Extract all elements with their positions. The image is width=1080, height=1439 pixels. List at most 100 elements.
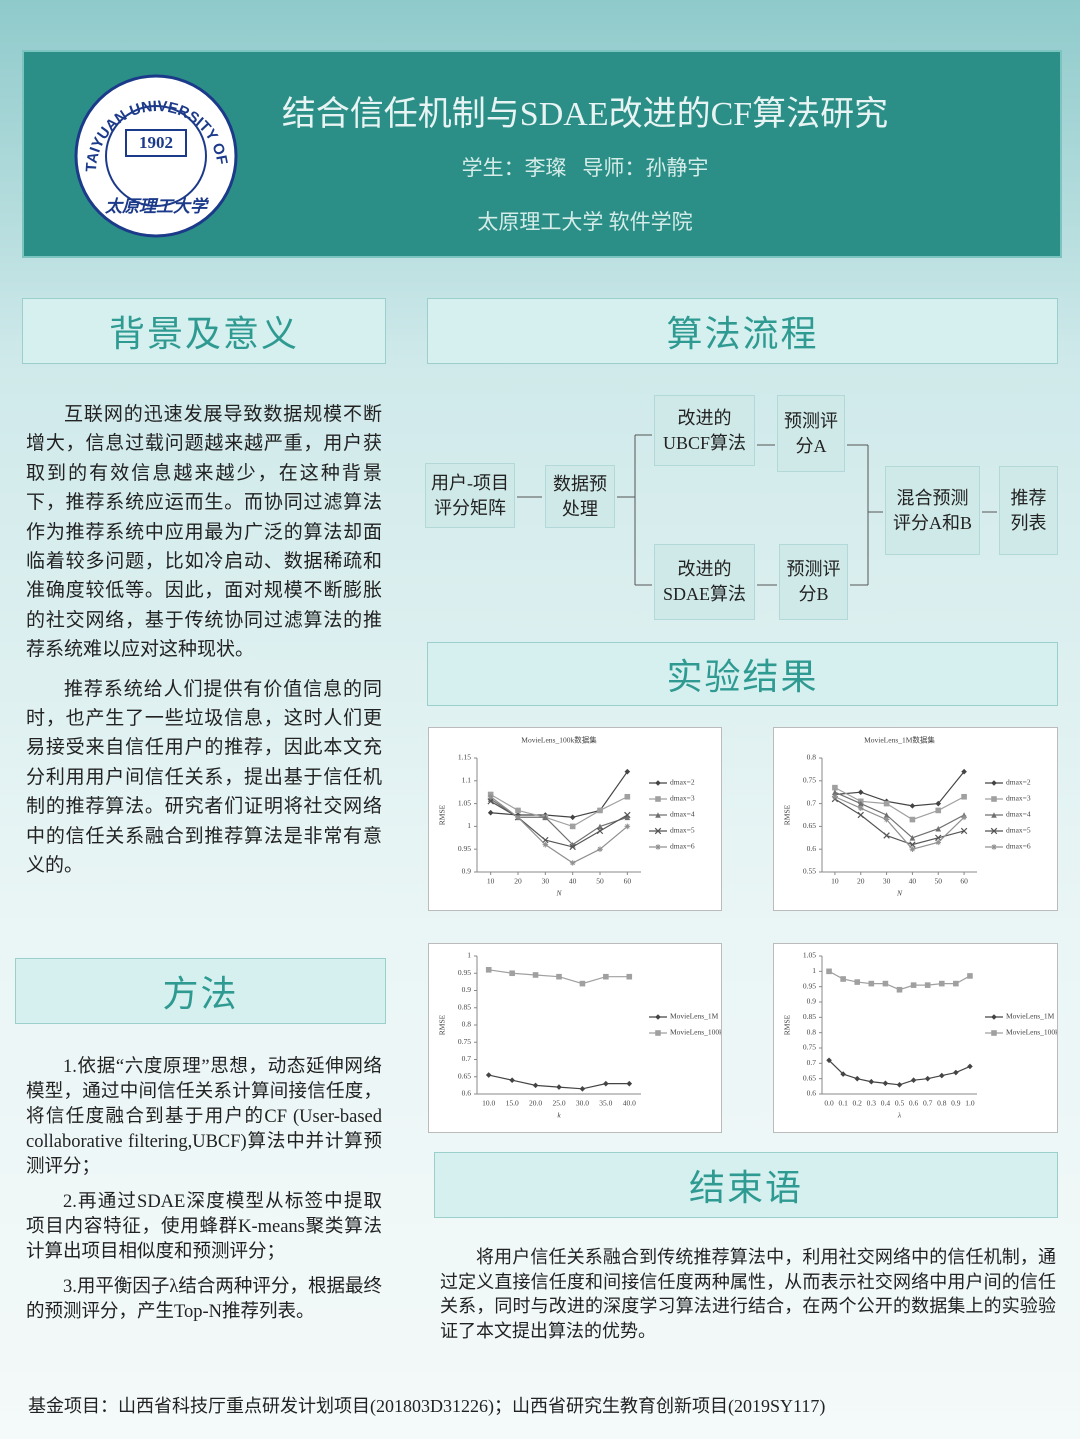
legend-label: dmax=2: [670, 778, 695, 787]
x-tick-label: 50: [935, 877, 943, 886]
affiliation: 太原理工大学 软件学院: [477, 210, 693, 234]
marker: [883, 800, 890, 807]
y-tick-label: 1: [467, 951, 471, 960]
y-tick-label: 0.75: [803, 776, 816, 785]
y-tick-label: 1.05: [803, 951, 816, 960]
legend-label: dmax=4: [670, 810, 695, 819]
method-item: 3.用平衡因子λ结合两种评分，根据最终的预测评分，产生Top-N推荐列表。: [26, 1277, 382, 1322]
marker: [935, 807, 942, 814]
marker: [938, 1072, 945, 1079]
y-tick-label: 0.8: [807, 1027, 817, 1036]
marker: [596, 827, 604, 835]
marker: [857, 811, 864, 819]
marker: [597, 846, 603, 852]
marker: [910, 1077, 917, 1083]
marker: [854, 1075, 861, 1082]
series-line: [490, 796, 628, 864]
section-heading: 背景及意义: [22, 298, 386, 364]
y-tick-label: 0.7: [807, 798, 817, 807]
y-tick-label: 0.6: [462, 1089, 472, 1098]
marker: [569, 860, 576, 866]
marker: [532, 972, 539, 978]
y-tick-label: 1.1: [462, 776, 472, 785]
y-axis-label: RMSE: [438, 1014, 447, 1035]
marker: [515, 814, 521, 821]
marker: [953, 1069, 959, 1076]
marker: [991, 1030, 997, 1036]
x-axis-label: N: [896, 889, 903, 898]
marker: [556, 1084, 562, 1090]
x-tick-label: 0.6: [909, 1099, 919, 1108]
marker: [624, 793, 631, 800]
legend-label: dmax=3: [670, 794, 695, 803]
section-heading: 结束语: [434, 1152, 1058, 1218]
x-tick-label: 35.0: [599, 1099, 612, 1108]
marker: [509, 1077, 515, 1083]
marker: [961, 768, 967, 775]
marker: [990, 827, 998, 835]
marker: [655, 1014, 661, 1020]
marker: [910, 982, 917, 988]
chart: MovieLens_1M数据集 10 20 30 40 50 60 0.55 0.6 0.65 0.…: [773, 727, 1058, 911]
funding-note: 基金项目：山西省科技厅重点研发计划项目(201803D31226)；山西省研究生…: [28, 1396, 826, 1416]
marker: [487, 798, 494, 805]
y-tick-label: 0.75: [458, 1037, 471, 1046]
x-tick-label: 0.4: [881, 1099, 891, 1108]
marker: [909, 816, 916, 823]
flow-node: 数据预处理: [545, 465, 615, 528]
y-tick-label: 0.8: [807, 753, 817, 762]
marker: [896, 1082, 903, 1088]
marker: [896, 986, 903, 993]
logo-inner: [105, 105, 207, 207]
marker: [840, 1071, 846, 1077]
marker: [624, 814, 631, 821]
y-tick-label: 0.95: [803, 981, 816, 990]
y-tick-label: 1: [812, 966, 816, 975]
marker: [935, 825, 942, 832]
x-tick-label: 0.5: [895, 1099, 905, 1108]
marker: [991, 844, 997, 850]
y-tick-label: 0.7: [807, 1058, 817, 1067]
chart-title: MovieLens_1M数据集: [864, 735, 935, 745]
x-tick-label: 1.0: [965, 1099, 975, 1108]
x-tick-label: 0.2: [853, 1099, 863, 1108]
x-tick-label: 10: [831, 877, 839, 886]
x-axis-label: k: [557, 1111, 561, 1120]
marker: [569, 814, 576, 821]
flow-node: 推荐列表: [999, 466, 1058, 555]
y-tick-label: 0.55: [803, 867, 816, 876]
marker: [953, 980, 959, 987]
marker: [624, 811, 631, 819]
marker: [854, 979, 861, 985]
y-tick-label: 0.85: [458, 1002, 471, 1011]
series-line: [490, 771, 628, 818]
y-tick-label: 0.6: [807, 1089, 817, 1098]
marker: [542, 841, 549, 848]
marker: [655, 796, 661, 802]
series-line: [490, 800, 628, 848]
marker: [626, 973, 633, 980]
x-tick-label: 20: [514, 877, 522, 886]
marker: [487, 809, 494, 816]
legend-label: MovieLens_100k: [1006, 1028, 1058, 1037]
chart: 0.0 0.1 0.2 0.3 0.4 0.5 0.6 0.7 0.8 0.9 1.0 0.6 0.65…: [773, 943, 1058, 1133]
x-tick-label: 0.1: [838, 1099, 848, 1108]
marker: [909, 803, 916, 809]
marker: [832, 789, 838, 795]
marker: [883, 832, 890, 839]
marker: [603, 1080, 609, 1087]
logo-year: 1902: [139, 133, 173, 152]
y-axis-label: RMSE: [783, 804, 792, 825]
y-tick-label: 1.05: [458, 798, 471, 807]
poster-title: 结合信任机制与SDAE改进的CF算法研究: [281, 96, 889, 133]
legend-label: dmax=6: [1006, 842, 1031, 851]
marker: [832, 784, 838, 791]
x-tick-label: 0.8: [937, 1099, 947, 1108]
logo-motto: 太原理工大学: [104, 197, 210, 216]
marker: [603, 973, 609, 980]
x-tick-label: 0.3: [867, 1099, 877, 1108]
marker: [579, 980, 586, 987]
marker: [868, 980, 875, 987]
marker: [857, 805, 864, 811]
marker: [882, 1080, 889, 1087]
